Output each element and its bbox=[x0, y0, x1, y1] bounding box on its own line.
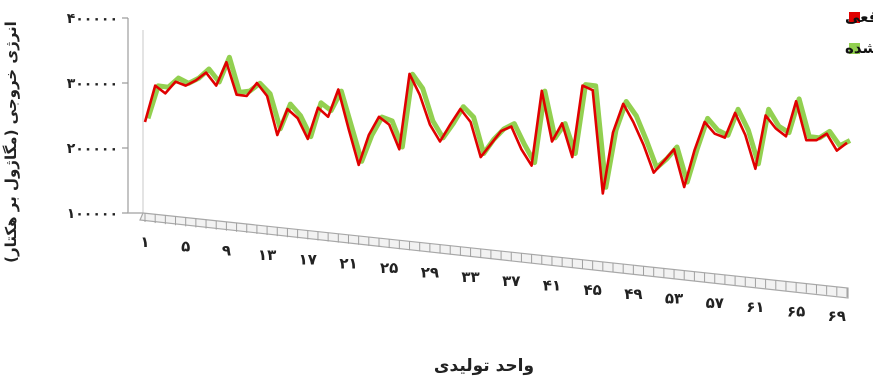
y-tick-label: ۳۰۰۰۰۰ bbox=[67, 76, 118, 92]
x-tick-label: ۶۱ bbox=[746, 298, 764, 316]
x-tick-label: ۳۳ bbox=[461, 268, 479, 286]
x-tick-label: ۵۳ bbox=[665, 290, 683, 308]
x-tick-label: ۴۱ bbox=[543, 276, 561, 294]
legend-swatch-predicted bbox=[849, 43, 860, 54]
legend-swatch-actual bbox=[849, 12, 860, 23]
x-tick-label: ۲۱ bbox=[339, 255, 357, 273]
x-tick-label: ۵ bbox=[181, 237, 190, 255]
legend-label-actual: مقدار واقعی bbox=[845, 8, 873, 26]
y-tick-label: ۲۰۰۰۰۰ bbox=[67, 141, 118, 157]
x-tick-label: ۱ bbox=[140, 233, 149, 251]
x-axis-ticks bbox=[144, 213, 848, 297]
x-tick-label: ۲۵ bbox=[380, 259, 398, 277]
x-tick-label: ۲۹ bbox=[421, 263, 439, 281]
series-line-actual bbox=[143, 60, 848, 195]
x-axis-title: واحد تولیدی bbox=[434, 356, 534, 376]
series-layer bbox=[143, 54, 852, 195]
x-tick-label: ۶۵ bbox=[787, 303, 805, 321]
y-axis-ticks bbox=[122, 17, 128, 214]
y-tick-labels: ۱۰۰۰۰۰ ۲۰۰۰۰۰ ۳۰۰۰۰۰ ۴۰۰۰۰۰ bbox=[67, 11, 118, 222]
x-tick-label: ۵۷ bbox=[706, 294, 724, 312]
x-tick-label: ۶۹ bbox=[828, 307, 846, 325]
legend-label-predicted: مقدار پیش بینی شده bbox=[845, 39, 873, 58]
x-tick-label: ۴۵ bbox=[583, 281, 601, 299]
x-tick-label: ۳۷ bbox=[502, 272, 520, 290]
series-line-predicted bbox=[145, 54, 852, 190]
x-axis-floor bbox=[139, 212, 849, 299]
x-tick-label: ۱۳ bbox=[258, 246, 276, 264]
x-tick-labels: ۱ ۵ ۹ ۱۳ ۱۷ ۲۱ ۲۵ ۲۹ ۳۳ ۳۷ ۴۱ ۴۵ ۴۹ ۵۳ ۵۷ ۶۱ ۶۵ ۶۹ bbox=[140, 233, 846, 325]
axes-frame bbox=[122, 17, 849, 299]
x-tick-label: ۱۷ bbox=[299, 250, 317, 268]
y-axis-title: انرژی خروجی (مگاژول بر هکتار) bbox=[2, 21, 20, 263]
y-tick-label: ۴۰۰۰۰۰ bbox=[67, 11, 118, 27]
y-tick-label: ۱۰۰۰۰۰ bbox=[67, 206, 118, 222]
legend: مقدار واقعی مقدار پیش بینی شده bbox=[845, 8, 873, 58]
x-tick-label: ۹ bbox=[222, 242, 231, 260]
x-tick-label: ۴۹ bbox=[624, 285, 642, 303]
